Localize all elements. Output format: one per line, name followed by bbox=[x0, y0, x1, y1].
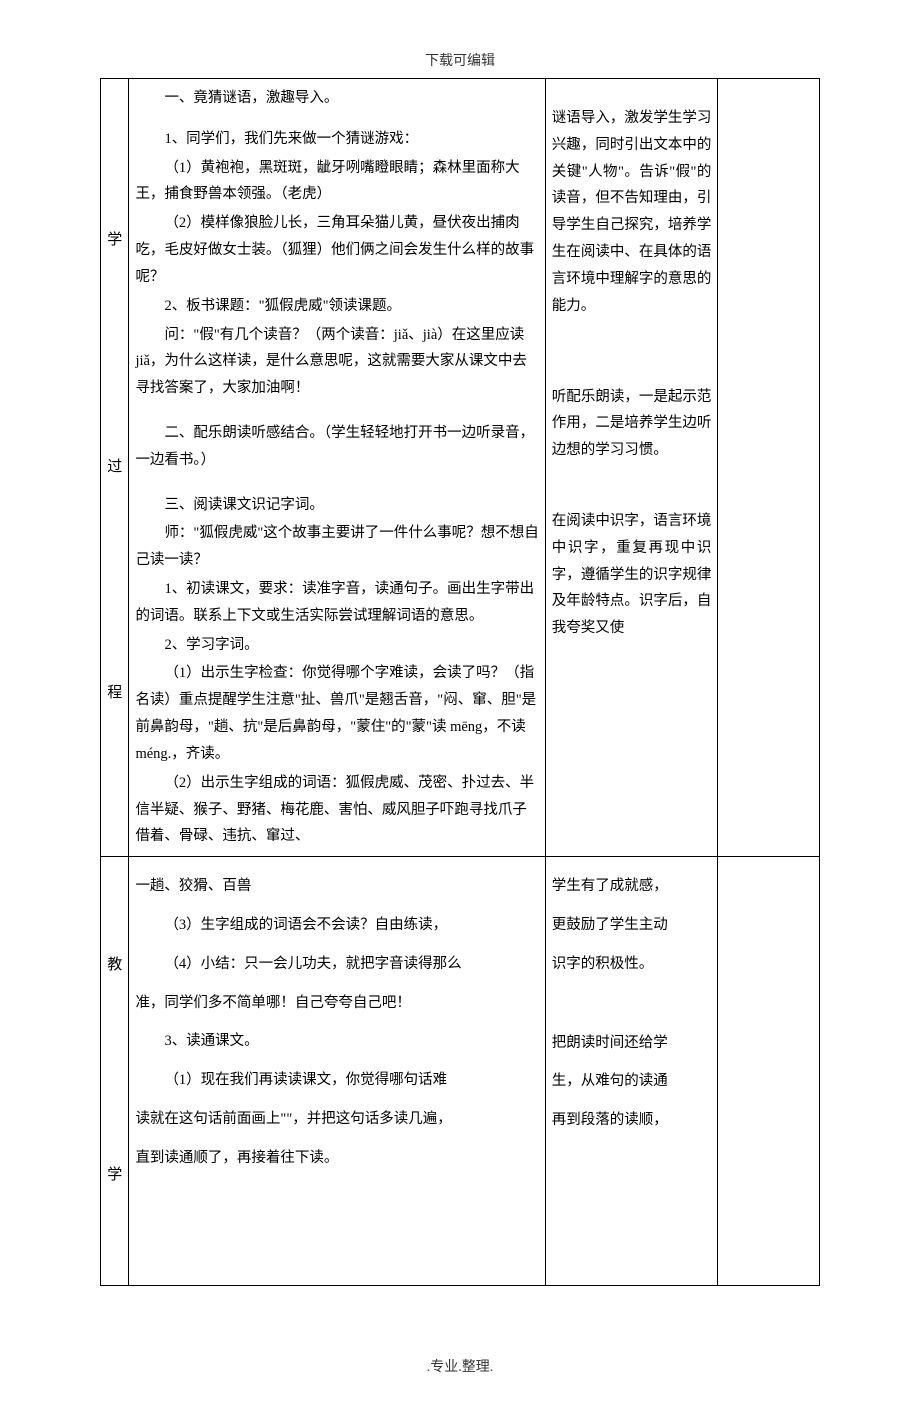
section-title: 二、配乐朗读听感结合。（学生轻轻地打开书一边听录音，一边看书。） bbox=[135, 420, 538, 474]
notes-col: 谜语导入，激发学生学习兴趣，同时引出文本中的关键"人物"。告诉"假"的读音，但不… bbox=[545, 79, 718, 857]
section-title: 一、竟猜谜语，激趣导入。 bbox=[135, 85, 538, 112]
content-text: （2）模样像狼脸儿长，三角耳朵猫儿黄，昼伏夜出捕肉吃，毛皮好做女士装。（狐狸）他… bbox=[135, 210, 538, 290]
content-text: （2）出示生字组成的词语：狐假虎威、茂密、扑过去、半信半疑、猴子、野猪、梅花鹿、… bbox=[135, 770, 538, 850]
notes-text: 听配乐朗读，一是起示范作用，二是培养学生边听边想的学习习惯。 bbox=[552, 384, 712, 464]
content-text: 2、学习字词。 bbox=[135, 632, 538, 659]
row-label-col: 学 过 程 bbox=[101, 79, 129, 857]
content-text: 一趟、狡猾、百兽 bbox=[135, 873, 538, 900]
table-row: 教 学 一趟、狡猾、百兽 （3）生字组成的词语会不会读？自由练读， （4）小结：… bbox=[101, 857, 820, 1286]
content-text: 1、初读课文，要求：读准字音，读通句子。画出生字带出的词语。联系上下文或生活实际… bbox=[135, 576, 538, 630]
content-text: 3、读通课文。 bbox=[135, 1028, 538, 1055]
content-text: 读就在这句话前面画上""，并把这句话多读几遍， bbox=[135, 1106, 538, 1133]
label-char: 学 bbox=[107, 227, 122, 255]
notes-text: 学生有了成就感， bbox=[552, 873, 712, 900]
notes-col: 学生有了成就感， 更鼓励了学生主动 识字的积极性。 把朗读时间还给学 生，从难句… bbox=[545, 857, 718, 1286]
content-text: 1、同学们，我们先来做一个猜谜游戏： bbox=[135, 126, 538, 153]
page-header: 下载可编辑 bbox=[100, 50, 820, 70]
notes-text: 生，从难句的读通 bbox=[552, 1068, 712, 1095]
lesson-plan-table: 学 过 程 一、竟猜谜语，激趣导入。 1、同学们，我们先来做一个猜谜游戏： （1… bbox=[100, 78, 820, 1286]
content-text: 问："假"有几个读音？（两个读音：jiǎ、jià）在这里应读jiǎ，为什么这样读… bbox=[135, 322, 538, 402]
label-char: 学 bbox=[107, 1162, 122, 1190]
content-text: 师："狐假虎威"这个故事主要讲了一件什么事呢？想不想自己读一读？ bbox=[135, 520, 538, 574]
content-text: （1）黄袍袍，黑斑斑，龇牙咧嘴瞪眼睛；森林里面称大王，捕食野兽本领强。（老虎） bbox=[135, 155, 538, 209]
content-text: （1）现在我们再读读课文，你觉得哪句话难 bbox=[135, 1067, 538, 1094]
content-text: （3）生字组成的词语会不会读？自由练读， bbox=[135, 912, 538, 939]
notes-text: 在阅读中识字，语言环境中识字，重复再现中识字，遵循学生的识字规律及年龄特点。识字… bbox=[552, 508, 712, 642]
notes-text: 把朗读时间还给学 bbox=[552, 1030, 712, 1057]
content-col: 一、竟猜谜语，激趣导入。 1、同学们，我们先来做一个猜谜游戏： （1）黄袍袍，黑… bbox=[129, 79, 545, 857]
content-col: 一趟、狡猾、百兽 （3）生字组成的词语会不会读？自由练读， （4）小结：只一会儿… bbox=[129, 857, 545, 1286]
content-text: 准，同学们多不简单哪！自己夸夸自己吧！ bbox=[135, 990, 538, 1017]
notes-text: 识字的积极性。 bbox=[552, 951, 712, 978]
table-row: 学 过 程 一、竟猜谜语，激趣导入。 1、同学们，我们先来做一个猜谜游戏： （1… bbox=[101, 79, 820, 857]
blank-col bbox=[718, 79, 820, 857]
page-footer: .专业.整理. bbox=[100, 1356, 820, 1376]
notes-text: 谜语导入，激发学生学习兴趣，同时引出文本中的关键"人物"。告诉"假"的读音，但不… bbox=[552, 105, 712, 320]
notes-text: 更鼓励了学生主动 bbox=[552, 912, 712, 939]
blank-col bbox=[718, 857, 820, 1286]
content-text: 2、板书课题："狐假虎威"领读课题。 bbox=[135, 293, 538, 320]
section-title: 三、阅读课文识记字词。 bbox=[135, 492, 538, 519]
content-text: 直到读通顺了，再接着往下读。 bbox=[135, 1145, 538, 1172]
content-text: （1）出示生字检查：你觉得哪个字难读，会读了吗？（指名读）重点提醒学生注意"扯、… bbox=[135, 660, 538, 767]
label-char: 过 bbox=[107, 454, 122, 482]
label-char: 程 bbox=[107, 680, 122, 708]
label-char: 教 bbox=[107, 952, 122, 980]
row-label-col: 教 学 bbox=[101, 857, 129, 1286]
notes-text: 再到段落的读顺， bbox=[552, 1107, 712, 1134]
content-text: （4）小结：只一会儿功夫，就把字音读得那么 bbox=[135, 951, 538, 978]
